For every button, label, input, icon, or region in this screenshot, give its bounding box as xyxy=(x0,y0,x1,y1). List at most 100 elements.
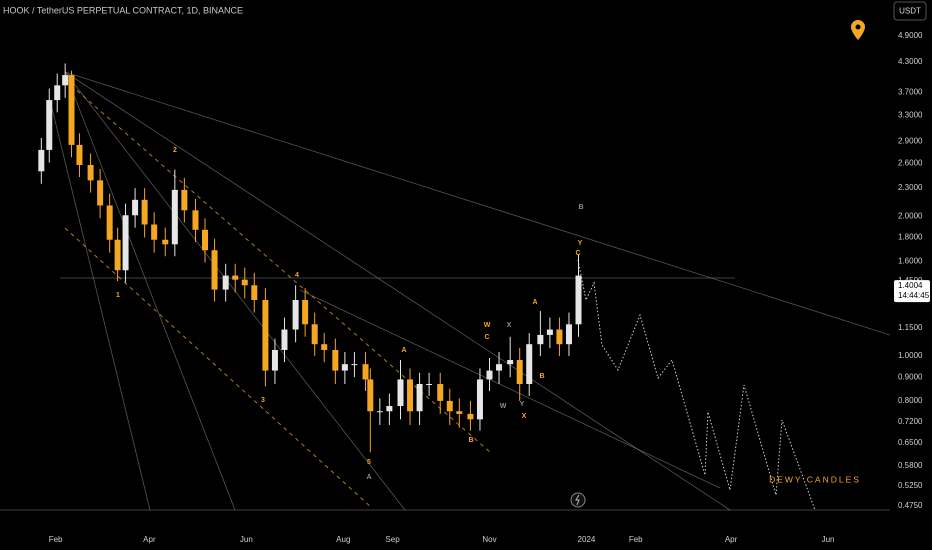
candle-body xyxy=(426,384,433,386)
candle-body xyxy=(171,189,178,245)
location-pin xyxy=(851,20,865,40)
candle-body xyxy=(516,360,523,385)
candle-body xyxy=(202,229,209,251)
y-tick-label: 3.7000 xyxy=(898,87,923,96)
y-tick-label: 3.3000 xyxy=(898,110,923,119)
candle-body xyxy=(106,205,113,240)
candle-body xyxy=(556,329,563,345)
candle-body xyxy=(232,275,239,280)
candle-body xyxy=(351,364,358,366)
candle-body xyxy=(376,411,383,413)
candle-body xyxy=(87,164,94,181)
x-tick-label: Feb xyxy=(49,535,63,544)
y-tick-label: 2.0000 xyxy=(898,211,923,220)
candle-body xyxy=(367,379,374,412)
x-tick-label: Apr xyxy=(725,535,738,544)
candle-body xyxy=(565,324,572,345)
x-tick-label: 2024 xyxy=(578,535,596,544)
x-tick-label: Apr xyxy=(143,535,156,544)
candle-body xyxy=(526,344,533,385)
candle-body xyxy=(416,384,423,412)
wave-label: A xyxy=(366,474,371,481)
candle-body xyxy=(476,379,483,420)
candle-body xyxy=(251,285,258,300)
y-tick-label: 0.4750 xyxy=(898,501,923,510)
last-price-label: 1.4004 xyxy=(898,281,923,290)
candle-body xyxy=(507,360,514,365)
candles xyxy=(38,63,582,453)
y-tick-label: 0.6500 xyxy=(898,438,923,447)
candle-body xyxy=(407,379,414,412)
y-tick-label: 1.1500 xyxy=(898,323,923,332)
candle-body xyxy=(54,85,61,101)
candle-body xyxy=(122,215,129,271)
candle-body xyxy=(114,239,121,271)
candle-body xyxy=(486,370,493,380)
candle-body xyxy=(467,413,474,420)
y-tick-label: 0.5250 xyxy=(898,481,923,490)
candle-body xyxy=(151,224,158,240)
wave-label: X xyxy=(522,413,527,420)
y-tick-label: 2.9000 xyxy=(898,137,923,146)
wave-label: W xyxy=(484,322,491,329)
y-tick-label: 0.9000 xyxy=(898,372,923,381)
wave-label: B xyxy=(539,373,544,380)
candle-body xyxy=(575,275,582,325)
candle-body xyxy=(141,199,148,225)
candle-body xyxy=(222,275,229,290)
x-tick-label: Jun xyxy=(240,535,253,544)
candle-body xyxy=(362,364,369,380)
wave-label: B xyxy=(468,437,473,444)
candle-body xyxy=(292,299,299,330)
y-tick-label: 2.6000 xyxy=(898,159,923,168)
candle-body xyxy=(311,324,318,345)
y-tick-label: 4.3000 xyxy=(898,57,923,66)
y-tick-label: 1.8000 xyxy=(898,233,923,242)
candle-body xyxy=(332,349,339,371)
y-tick-label: 1.6000 xyxy=(898,256,923,265)
candle-body xyxy=(537,334,544,345)
candle-body xyxy=(262,299,269,371)
candle-body xyxy=(62,75,69,86)
currency-button[interactable] xyxy=(893,1,927,21)
candle-body xyxy=(241,279,248,286)
wave-label: 4 xyxy=(295,272,299,279)
candle-body xyxy=(68,75,75,145)
wave-label: Y xyxy=(520,401,525,408)
countdown-label: 14:44:45 xyxy=(898,291,930,300)
x-tick-label: Feb xyxy=(629,535,643,544)
wave-label: 1 xyxy=(116,292,120,299)
y-tick-label: 2.3000 xyxy=(898,183,923,192)
candle-body xyxy=(271,349,278,371)
y-tick-label: 0.8000 xyxy=(898,396,923,405)
x-tick-label: Jun xyxy=(822,535,835,544)
wave-label: A xyxy=(532,299,537,306)
candle-body xyxy=(456,411,463,414)
candle-body xyxy=(386,406,393,412)
candle-body xyxy=(546,329,553,335)
candle-body xyxy=(76,144,83,165)
x-tick-label: Sep xyxy=(385,535,400,544)
wave-label: Y xyxy=(578,240,583,247)
last-price-tag xyxy=(894,280,930,303)
candle-body xyxy=(341,364,348,371)
candle-body xyxy=(321,344,328,350)
x-tick-label: Nov xyxy=(482,535,496,544)
candle-body xyxy=(181,189,188,211)
price-axis xyxy=(890,0,932,550)
candle-body xyxy=(132,199,139,216)
candle-body xyxy=(302,299,309,325)
currency-label[interactable]: USDT xyxy=(899,7,921,16)
candle-body xyxy=(97,180,104,206)
wave-label: B xyxy=(578,204,583,211)
candle-body xyxy=(281,329,288,350)
x-tick-label: Aug xyxy=(336,535,350,544)
wave-label: 3 xyxy=(261,397,265,404)
wave-label: X xyxy=(507,322,512,329)
wave-label: C xyxy=(484,334,489,341)
candle-body xyxy=(496,364,503,371)
candle-body xyxy=(397,379,404,407)
